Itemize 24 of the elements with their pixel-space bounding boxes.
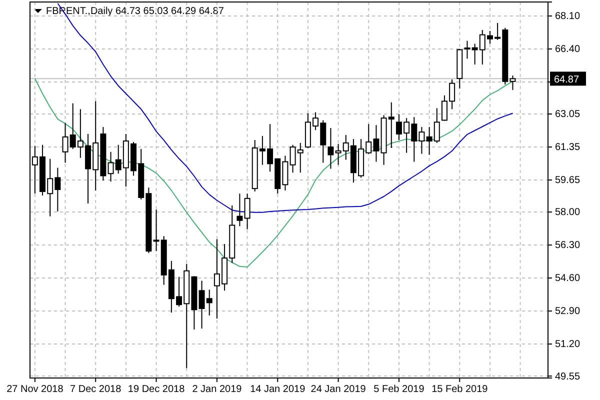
ref-line-label: 64.87 bbox=[554, 74, 580, 86]
x-tick-label: 27 Nov 2018 bbox=[6, 384, 64, 396]
x-tick-label: 7 Dec 2018 bbox=[70, 384, 122, 396]
x-tick-label: 2 Jan 2019 bbox=[192, 384, 242, 396]
y-tick-label: 68.10 bbox=[555, 11, 580, 22]
y-tick-label: 49.55 bbox=[555, 371, 580, 382]
y-tick-label: 54.60 bbox=[555, 273, 580, 284]
y-tick-label: 56.30 bbox=[555, 240, 580, 252]
candlestick bbox=[328, 127, 334, 170]
y-tick-label: 51.20 bbox=[555, 339, 580, 350]
x-tick-label: 14 Jan 2019 bbox=[250, 384, 306, 396]
y-tick-label: 66.40 bbox=[555, 44, 580, 56]
y-tick-label: 59.65 bbox=[555, 175, 580, 186]
y-tick-label: 61.35 bbox=[555, 142, 580, 154]
y-tick-label: 52.90 bbox=[555, 306, 580, 318]
candlestick bbox=[464, 40, 470, 60]
y-tick-label: 63.05 bbox=[555, 109, 580, 120]
candlestick bbox=[244, 193, 250, 230]
x-tick-label: 24 Jan 2019 bbox=[310, 384, 366, 396]
x-tick-label: 5 Feb 2019 bbox=[374, 384, 425, 396]
x-tick-label: 15 Feb 2019 bbox=[432, 384, 488, 396]
y-tick-label: 58.00 bbox=[555, 207, 580, 218]
x-tick-label: 19 Dec 2018 bbox=[128, 384, 186, 396]
candlestick bbox=[236, 193, 243, 227]
